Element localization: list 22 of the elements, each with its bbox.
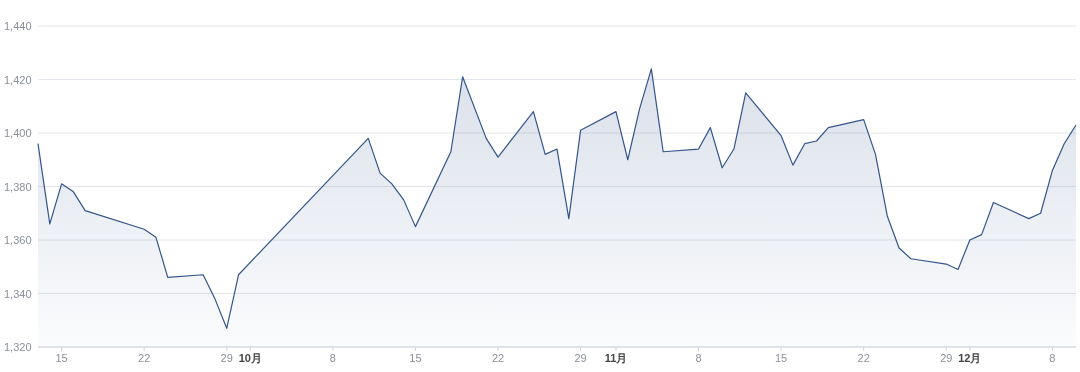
x-tick-label: 22 xyxy=(138,352,151,364)
y-tick-label: 1,360 xyxy=(4,234,32,246)
y-tick-label: 1,380 xyxy=(4,180,32,193)
x-tick-label: 29 xyxy=(940,352,953,364)
x-tick-label: 8 xyxy=(1049,352,1056,364)
y-tick-label: 1,340 xyxy=(4,287,32,300)
y-tick-label: 1,440 xyxy=(4,20,32,32)
y-tick-label: 1,320 xyxy=(4,341,32,353)
x-tick-label: 12月 xyxy=(958,352,982,364)
x-tick-label: 11月 xyxy=(604,352,628,364)
x-tick-label: 22 xyxy=(491,352,505,364)
x-tick-label: 10月 xyxy=(238,352,262,364)
x-tick-label: 8 xyxy=(695,352,702,364)
x-tick-label: 15 xyxy=(774,352,788,364)
x-tick-label: 15 xyxy=(55,352,68,364)
y-tick-label: 1,400 xyxy=(4,127,32,139)
x-tick-label: 22 xyxy=(857,352,870,364)
x-tick-label: 29 xyxy=(220,352,233,364)
x-tick-label: 15 xyxy=(409,352,422,364)
x-tick-label: 8 xyxy=(329,352,336,364)
y-tick-label: 1,420 xyxy=(4,73,32,86)
x-tick-label: 29 xyxy=(574,352,587,364)
